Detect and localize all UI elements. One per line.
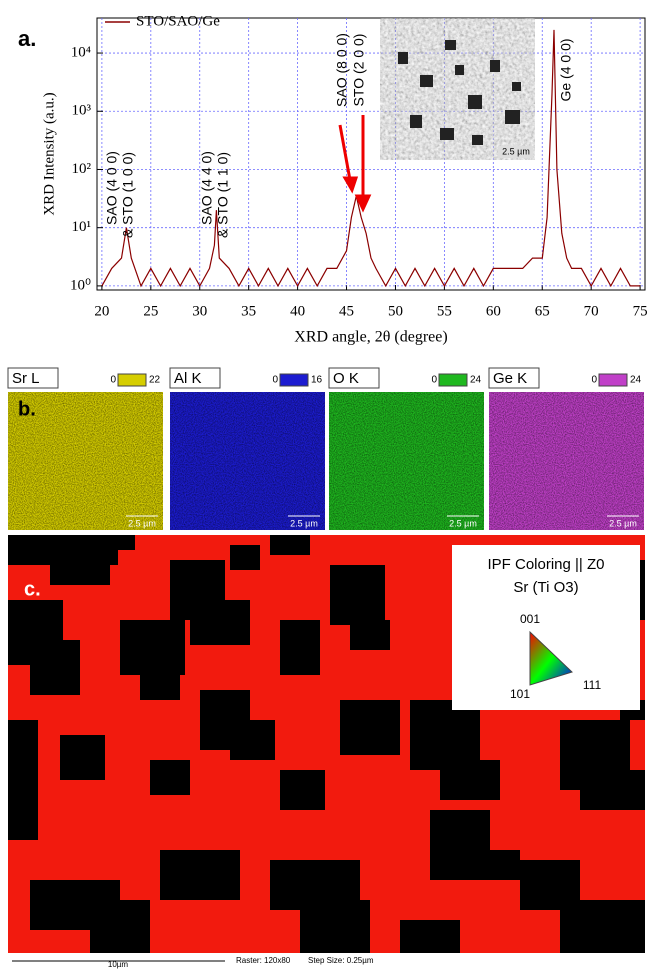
series-line <box>101 29 641 288</box>
panel-label: a. <box>18 26 36 51</box>
annotation: & STO (1 1 0) <box>215 152 231 238</box>
legend-title: IPF Coloring || Z0 <box>488 556 605 573</box>
eds-noise <box>170 392 325 530</box>
inset-scale-bg <box>498 146 533 158</box>
y-tick-label: 10¹ <box>72 219 92 235</box>
ipf-corner: 101 <box>510 687 530 701</box>
colorbar-max: 22 <box>149 375 161 386</box>
colorbar-min: 0 <box>431 375 437 386</box>
annotation: SAO (4 0 0) <box>104 151 120 225</box>
scale-bar-label: 2.5 µm <box>290 518 318 528</box>
annotation: SAO (8 0 0) <box>334 33 350 107</box>
label-box <box>328 367 380 389</box>
panel-label: c. <box>24 578 41 600</box>
annotation: Ge (4 0 0) <box>558 38 574 101</box>
y-tick-label: 10⁴ <box>71 44 91 60</box>
x-tick-label: 25 <box>143 303 158 319</box>
ipf-corner: 111 <box>583 678 602 692</box>
colorbar-min: 0 <box>110 375 116 386</box>
map-label: Al K <box>174 370 202 387</box>
annotation: STO (2 0 0) <box>351 34 367 107</box>
x-tick-label: 45 <box>339 303 354 319</box>
legend-label: STO/SAO/Ge <box>136 13 220 29</box>
ipf-legend <box>452 545 640 710</box>
arrows <box>338 115 372 213</box>
plot-frame <box>96 17 646 291</box>
map-label: Sr L <box>12 370 40 387</box>
x-tick-label: 55 <box>437 303 452 319</box>
label-box <box>7 367 59 389</box>
x-tick-label: 50 <box>388 303 403 319</box>
raster: Raster: 120x80 <box>236 956 291 965</box>
colorbar-min: 0 <box>591 375 597 386</box>
eds-noise <box>329 392 484 530</box>
scale-bar-label: 2.5 µm <box>609 518 637 528</box>
grain-blobs <box>8 535 645 953</box>
scale-bar-label: 2.5 µm <box>449 518 477 528</box>
colorbar-max: 24 <box>630 375 642 386</box>
x-tick-label: 75 <box>633 303 647 319</box>
colorbar-max: 16 <box>311 375 323 386</box>
x-tick-label: 60 <box>486 303 501 319</box>
legend-phase: Sr (Ti O3) <box>513 579 578 596</box>
x-tick-label: 65 <box>535 303 550 319</box>
x-tick-label: 30 <box>192 303 207 319</box>
scale-bar-label: 2.5 µm <box>128 518 156 528</box>
eds-noise <box>489 392 644 530</box>
y-tick-label: 10² <box>72 161 92 177</box>
x-tick-label: 35 <box>241 303 256 319</box>
map-label: O K <box>333 370 359 387</box>
y-tick-label: 10⁰ <box>70 277 91 293</box>
x-tick-label: 20 <box>94 303 109 319</box>
colorbar <box>438 373 468 387</box>
inset-image <box>380 18 535 160</box>
label-box <box>169 367 221 389</box>
colorbar-min: 0 <box>272 375 278 386</box>
annotation: SAO (4 4 0) <box>199 151 215 225</box>
x-tick-label: 70 <box>584 303 599 319</box>
inset-pits <box>398 40 521 145</box>
x-axis-title: XRD angle, 2θ (degree) <box>294 329 447 346</box>
colorbar <box>598 373 628 387</box>
map-label: Ge K <box>493 370 527 387</box>
y-axis-title: XRD Intensity (a.u.) <box>41 92 57 215</box>
annotation: & STO (1 0 0) <box>120 152 136 238</box>
scale-bar-label: 10µm <box>108 960 129 969</box>
x-tick-label: 40 <box>290 303 305 319</box>
eds-noise <box>8 392 163 530</box>
label-box <box>488 367 540 389</box>
ipf-triangle <box>529 630 573 686</box>
y-tick-label: 10³ <box>72 103 92 119</box>
colorbar-max: 24 <box>470 375 482 386</box>
ipf-corner: 001 <box>520 612 540 626</box>
plot-a: 20 25 30 35 40 45 50 55 60 65 70 75 10⁰ 10¹ 10² 10³ 10⁴ S… <box>70 13 647 319</box>
colorbar <box>117 373 147 387</box>
panel-b: Sr L 0 22 2.5 µm Al K 0 16 2.5 µm O K 0 24 2.5 µm Ge… <box>7 367 644 530</box>
panel-label: b. <box>18 398 36 420</box>
step-size: Step Size: 0.25µm <box>308 956 374 965</box>
colorbar <box>279 373 309 387</box>
inset-scale-bar: 2.5 µm <box>502 146 530 156</box>
